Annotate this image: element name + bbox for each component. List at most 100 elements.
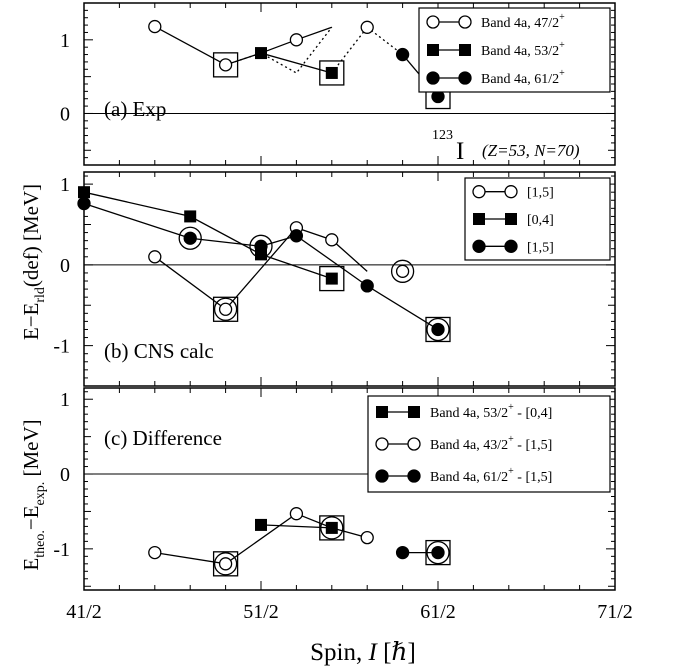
legend-marker-open	[472, 185, 486, 199]
data-point-square	[78, 186, 90, 199]
highlight-ring	[320, 516, 344, 540]
nucleus-zn: (Z=53, N=70)	[482, 141, 580, 160]
legend: [1,5] [0,4] [1,5]	[464, 177, 611, 261]
panel-label: (b) CNS calc	[104, 339, 214, 363]
y-tick-label: 0	[60, 464, 70, 486]
legend-marker-filled	[375, 469, 389, 483]
legend-marker-open	[458, 15, 472, 29]
legend: Band 4a, 47/2+ Band 4a, 53/2+ Band 4a, 61/…	[418, 7, 611, 93]
data-point-filled	[360, 279, 374, 293]
highlight-ring	[213, 552, 238, 576]
series-line-square	[225, 52, 332, 74]
legend-label: Band 4a, 53/2+	[481, 40, 565, 59]
data-point-square	[325, 66, 338, 79]
legend-marker-open	[375, 437, 389, 451]
legend-marker-square	[505, 213, 517, 225]
data-point-square	[255, 47, 267, 60]
legend-marker-square	[376, 406, 388, 418]
highlight-ring	[390, 259, 415, 283]
y-tick-label: 1	[60, 389, 70, 411]
legend-marker-filled	[407, 469, 421, 483]
legend-marker-open	[504, 185, 518, 199]
x-tick-label: 61/2	[420, 601, 456, 623]
x-axis-label: Spin, I [ℏ]	[310, 639, 416, 666]
data-point-open	[395, 264, 410, 278]
legend-marker-square	[459, 44, 471, 56]
data-point-open	[289, 507, 304, 521]
nucleus-symbol: I	[456, 138, 464, 165]
highlight-box	[425, 316, 451, 343]
legend-label: [1,5]	[527, 240, 554, 255]
series-line-filled	[83, 202, 439, 331]
highlight-ring	[178, 226, 202, 250]
highlight-box	[425, 539, 451, 566]
data-point-open	[218, 302, 233, 316]
legend-label: Band 4a, 47/2+	[481, 12, 565, 31]
highlight-ring	[426, 317, 450, 342]
panel-frame	[83, 171, 616, 387]
y-tick-label: 0	[60, 103, 70, 125]
data-point-open	[148, 250, 162, 264]
data-point-filled	[431, 545, 445, 560]
highlight-box	[212, 551, 239, 577]
legend-marker-filled	[472, 239, 486, 253]
panel-b: -1 0 1 (b) CNS calc [1,5] [0,4] [1,5]	[53, 171, 616, 387]
highlight-box	[212, 52, 239, 78]
legend-marker-square	[473, 213, 485, 225]
data-point-open	[325, 233, 339, 247]
data-point-square	[325, 272, 338, 285]
legend-marker-filled	[426, 71, 440, 85]
y-tick-label: 1	[60, 30, 70, 52]
y-tick-label: 0	[60, 255, 70, 277]
nucleus-mass: 123	[432, 128, 453, 143]
series-line-square	[83, 191, 333, 280]
legend-marker-filled	[504, 239, 518, 253]
legend-marker-square	[427, 44, 439, 56]
legend-marker-open	[426, 15, 440, 29]
legend-label: Band 4a, 61/2+	[481, 68, 565, 87]
data-point-square	[255, 248, 267, 261]
legend-marker-filled	[458, 71, 472, 85]
y-tick-label: 1	[60, 174, 70, 196]
legend-marker-open	[407, 437, 421, 451]
data-point-open	[360, 530, 374, 545]
panel-label: (a) Exp	[104, 97, 166, 121]
data-point-filled	[77, 196, 91, 211]
data-point-square	[255, 518, 267, 531]
legend-label: [1,5]	[527, 186, 554, 201]
series-line-open	[225, 26, 333, 74]
data-point-open	[218, 557, 233, 571]
data-point-open	[148, 545, 162, 560]
data-point-filled	[395, 545, 410, 560]
legend-label: Band 4a, 61/2+ - [1,5]	[430, 466, 552, 485]
panel-c: -1 0 1 (c) Difference Band 4a, 53/2+ - [0,4]…	[53, 387, 616, 591]
data-point-square	[184, 210, 197, 223]
legend-marker-square	[408, 406, 420, 418]
data-point-filled	[289, 229, 304, 243]
data-point-filled	[395, 47, 410, 62]
data-point-filled	[183, 231, 197, 245]
y-axis-label-bottom: Etheo.−Eexp. [MeV]	[19, 419, 48, 570]
series-line-open	[154, 25, 226, 66]
highlight-ring	[426, 540, 450, 565]
legend-label: Band 4a, 43/2+ - [1,5]	[430, 434, 552, 453]
highlight-box	[319, 265, 345, 292]
legend-label: [0,4]	[527, 213, 554, 228]
highlight-box	[319, 60, 345, 86]
data-point-open	[148, 19, 162, 34]
data-point-open	[289, 33, 304, 47]
data-point-filled	[431, 322, 445, 337]
panel-label: (c) Difference	[104, 426, 222, 450]
x-tick-label: 51/2	[243, 601, 279, 623]
y-tick-label: -1	[53, 336, 70, 358]
highlight-box	[319, 515, 345, 541]
data-point-open	[360, 20, 374, 34]
legend: Band 4a, 53/2+ - [0,4] Band 4a, 43/2+ - […	[367, 395, 611, 493]
y-axis-label-top: E−Erld(def) [MeV]	[19, 184, 48, 340]
legend-label: Band 4a, 53/2+ - [0,4]	[430, 402, 552, 421]
highlight-ring	[213, 297, 238, 321]
y-tick-label: -1	[53, 539, 70, 561]
highlight-box	[212, 296, 239, 322]
x-tick-label: 71/2	[597, 601, 633, 623]
